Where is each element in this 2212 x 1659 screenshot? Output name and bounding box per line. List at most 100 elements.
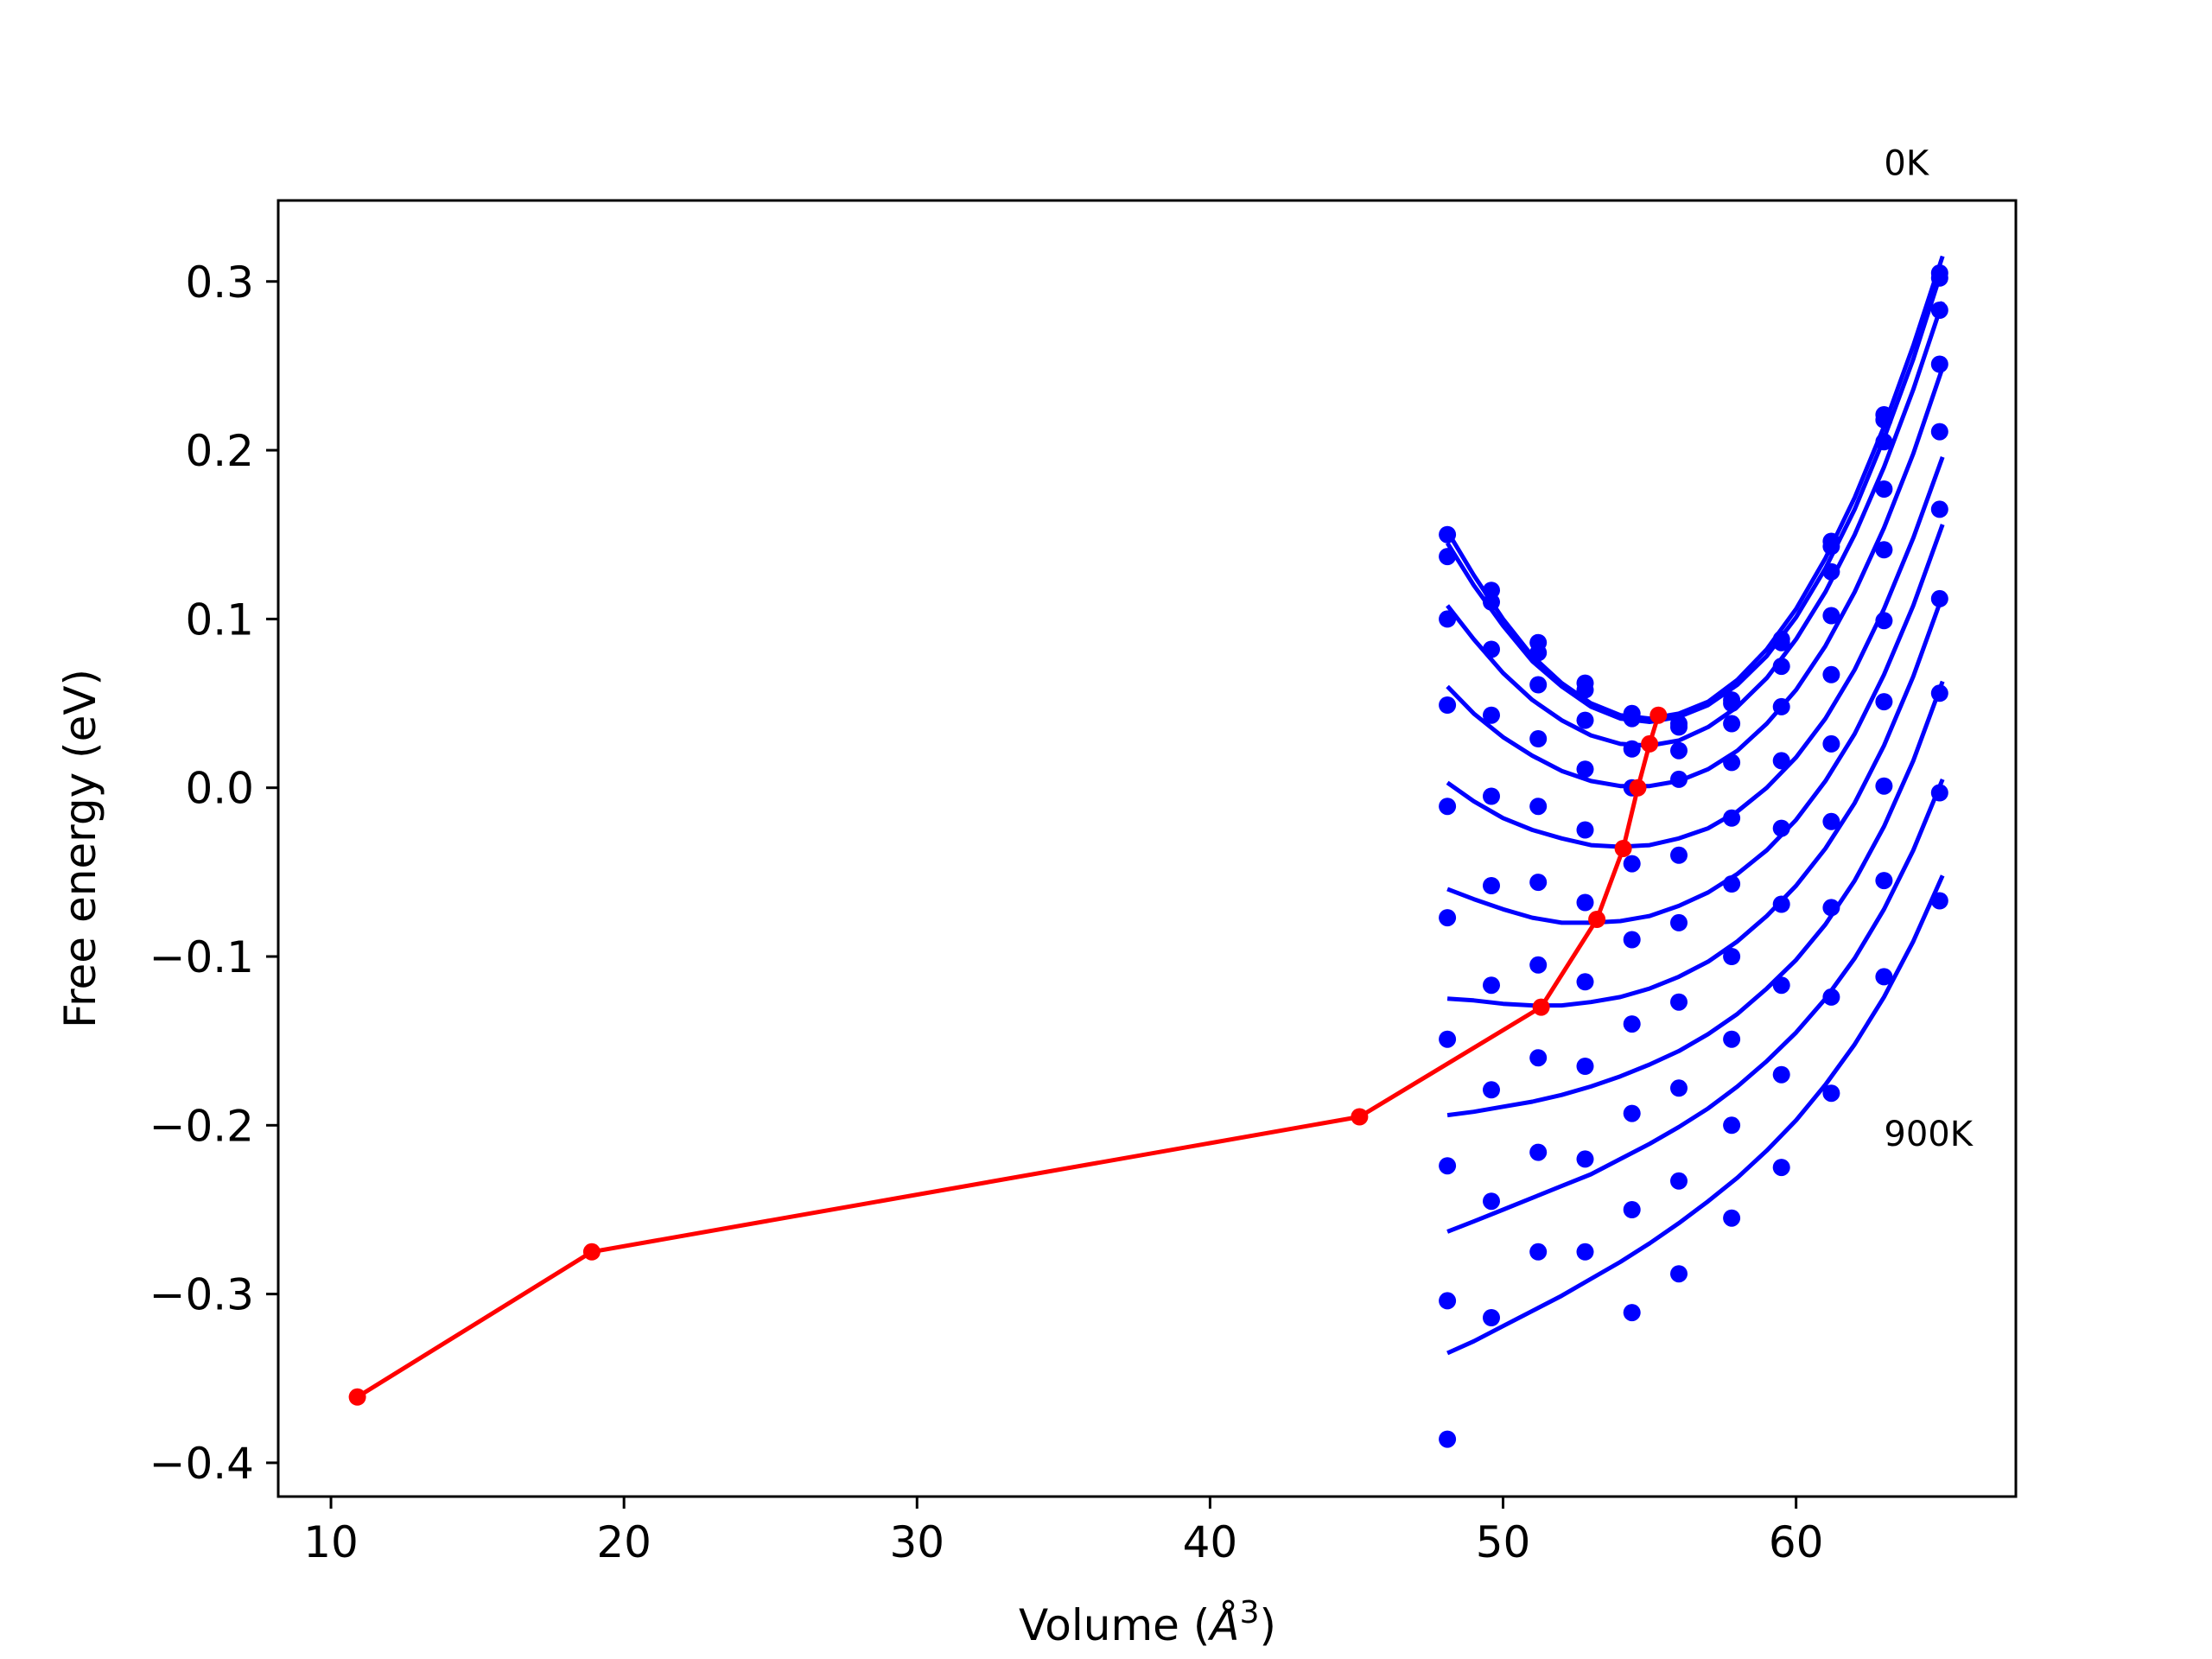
data-point	[1576, 1150, 1594, 1168]
minimum-path-point	[1629, 779, 1647, 797]
x-tick-label: 20	[596, 1517, 652, 1567]
data-point	[1772, 1065, 1790, 1084]
data-points	[1439, 264, 1948, 1448]
data-point	[1439, 525, 1457, 543]
fit-curve-1	[1445, 255, 1945, 721]
minimum-path-point	[582, 1243, 601, 1261]
data-point	[1930, 423, 1948, 441]
x-axis-label-exponent: 3	[1240, 1595, 1260, 1630]
data-point	[1930, 500, 1948, 518]
data-point	[1483, 1081, 1500, 1099]
fit-curve-7	[1446, 594, 1945, 1008]
data-point	[1723, 1209, 1741, 1227]
data-point	[1529, 874, 1548, 892]
data-point	[1623, 1304, 1641, 1322]
fit-curve-9	[1446, 778, 1945, 1234]
data-point	[1723, 1030, 1741, 1048]
y-axis: −0.4 −0.3 −0.2 −0.1 0.0 0.1 0.2 0.3	[149, 257, 278, 1489]
data-point	[1930, 589, 1948, 607]
data-point	[1930, 302, 1948, 319]
data-point	[1723, 715, 1741, 733]
data-point	[1772, 752, 1790, 770]
data-point	[1529, 1049, 1548, 1067]
x-tick-label: 40	[1183, 1517, 1238, 1567]
data-point	[1875, 480, 1893, 498]
data-point	[1723, 1116, 1741, 1135]
fit-curve-8	[1446, 680, 1945, 1118]
data-point	[1623, 1104, 1641, 1122]
data-point	[1529, 956, 1548, 974]
x-tick-label: 30	[889, 1517, 944, 1567]
data-point	[1670, 913, 1688, 931]
y-tick-label: 0.0	[185, 764, 254, 814]
data-point	[1439, 1030, 1457, 1048]
x-tick-label: 50	[1476, 1517, 1531, 1567]
minimum-path-point	[1351, 1108, 1369, 1126]
y-tick-label: −0.4	[149, 1439, 254, 1489]
fit-curve-10	[1446, 874, 1945, 1356]
data-point	[1670, 846, 1688, 864]
data-point	[1576, 681, 1594, 699]
data-point	[1483, 706, 1500, 724]
data-point	[1576, 1243, 1594, 1261]
data-point	[1930, 269, 1948, 287]
annotation-label: 900K	[1884, 1115, 1974, 1154]
data-point	[1822, 537, 1840, 556]
data-point	[1822, 812, 1840, 830]
minimum-path-point	[1532, 998, 1550, 1016]
data-point	[1623, 931, 1641, 949]
x-axis-label: Volume (Å3)	[1019, 1595, 1276, 1650]
data-point	[1670, 1079, 1688, 1097]
data-point	[1670, 770, 1688, 788]
data-point	[1875, 410, 1893, 429]
data-point	[1723, 875, 1741, 893]
data-point	[1930, 355, 1948, 373]
data-point	[1875, 541, 1893, 559]
data-point	[1822, 899, 1840, 917]
data-point	[1875, 612, 1893, 630]
minimum-path-point	[1588, 911, 1606, 928]
data-point	[1529, 798, 1548, 816]
y-axis-label: Free energy (eV)	[55, 669, 105, 1028]
data-point	[1875, 433, 1893, 451]
minimum-path-point	[348, 1388, 366, 1406]
data-point	[1529, 1143, 1548, 1161]
minimum-energy-path	[348, 706, 1668, 1406]
data-point	[1772, 895, 1790, 913]
data-point	[1623, 709, 1641, 728]
data-point	[1723, 948, 1741, 965]
data-point	[1623, 1201, 1641, 1218]
data-point	[1875, 872, 1893, 890]
data-point	[1576, 973, 1594, 991]
data-point	[1439, 548, 1457, 566]
data-point	[1623, 855, 1641, 873]
data-point	[1439, 1430, 1457, 1448]
x-tick-label: 10	[303, 1517, 359, 1567]
data-point	[1772, 697, 1790, 715]
plot-frame	[276, 199, 2018, 1498]
fit-curves	[1445, 255, 1945, 1356]
data-point	[1483, 640, 1500, 658]
data-point	[1483, 976, 1500, 995]
fit-curve-6	[1446, 524, 1945, 925]
y-tick-label: 0.1	[185, 594, 254, 645]
y-tick-label: −0.3	[149, 1270, 254, 1320]
data-point	[1483, 787, 1500, 805]
data-point	[1670, 741, 1688, 760]
minimum-path-point	[1614, 840, 1632, 857]
data-point	[1772, 976, 1790, 995]
data-point	[1772, 819, 1790, 837]
data-point	[1930, 784, 1948, 802]
data-point	[1529, 644, 1548, 662]
data-point	[1623, 1015, 1641, 1033]
data-point	[1439, 798, 1457, 816]
data-point	[1772, 633, 1790, 652]
data-point	[1930, 684, 1948, 702]
data-point	[1576, 821, 1594, 839]
y-tick-label: 0.2	[185, 426, 254, 476]
data-point	[1576, 1058, 1594, 1075]
data-point	[1439, 909, 1457, 927]
data-point	[1822, 607, 1840, 625]
